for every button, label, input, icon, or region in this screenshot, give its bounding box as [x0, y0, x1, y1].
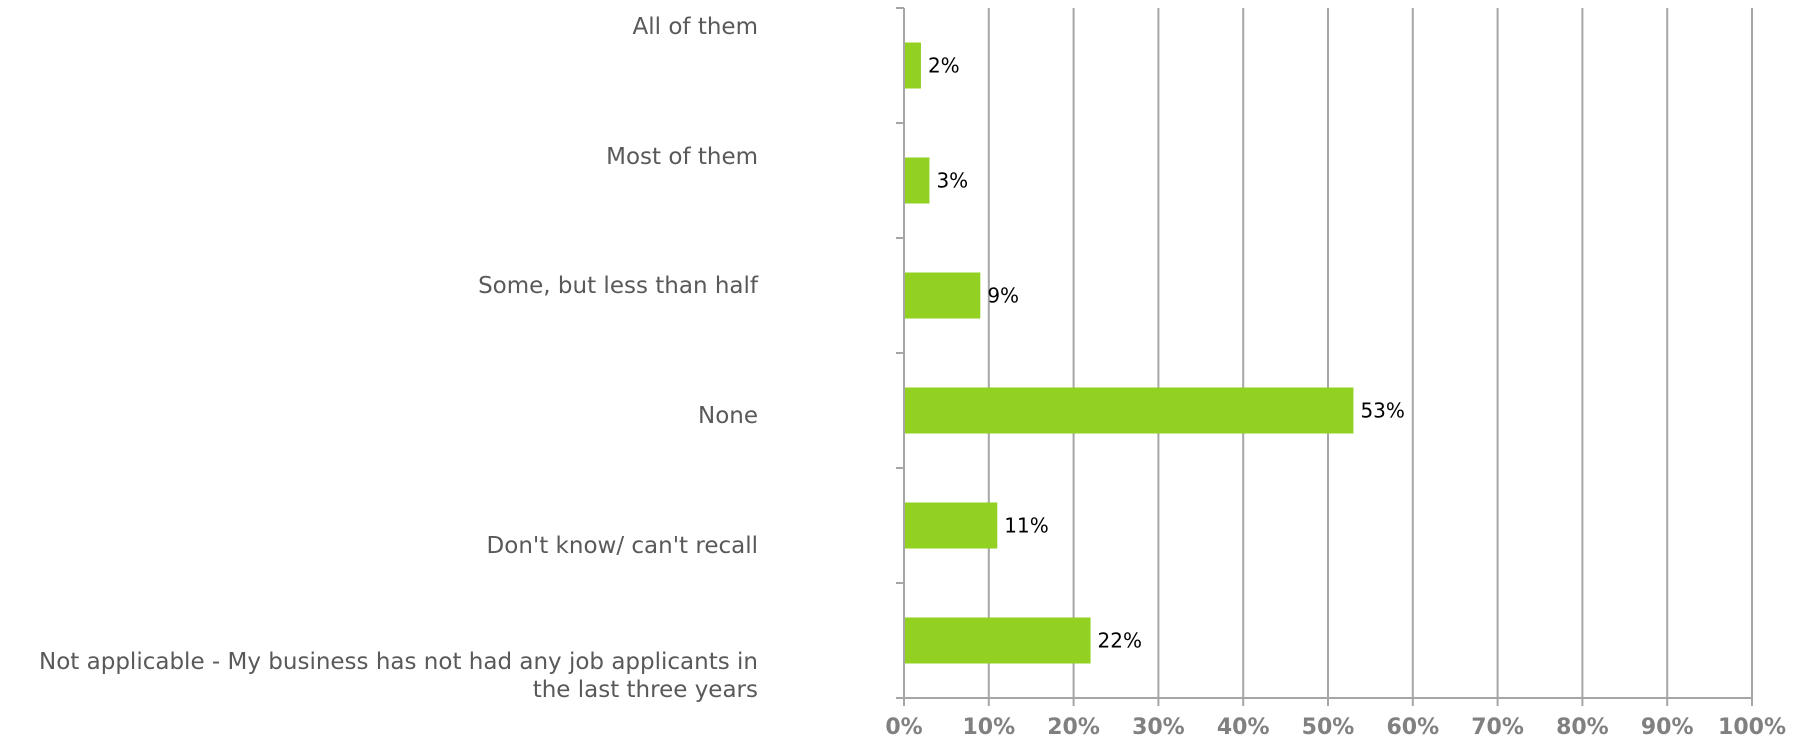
x-tick-label: 80%	[1556, 715, 1609, 740]
bar	[905, 502, 998, 549]
x-tick-label: 70%	[1471, 715, 1524, 740]
bar	[905, 272, 981, 319]
x-tick-label: 20%	[1047, 715, 1100, 740]
bar	[905, 157, 930, 204]
category-label: Not applicable - My business has not had…	[39, 649, 758, 703]
x-tick-label: 10%	[962, 715, 1015, 740]
x-tick-label: 0%	[885, 715, 922, 740]
category-label: All of them	[632, 14, 758, 40]
bar	[905, 617, 1091, 664]
category-label: Some, but less than half	[478, 273, 758, 299]
data-label: 2%	[928, 54, 960, 78]
x-tick-label: 90%	[1641, 715, 1694, 740]
data-label: 3%	[936, 169, 968, 193]
data-label: 11%	[1004, 514, 1048, 538]
data-label: 22%	[1098, 629, 1142, 653]
data-label: 53%	[1360, 399, 1404, 423]
bar	[905, 387, 1354, 434]
category-label: None	[697, 403, 758, 429]
bar	[905, 42, 921, 89]
category-label: Don't know/ can't recall	[486, 533, 758, 559]
x-tick-label: 60%	[1386, 715, 1439, 740]
x-tick-label: 30%	[1132, 715, 1185, 740]
x-tick-label: 50%	[1302, 715, 1355, 740]
x-tick-label: 100%	[1718, 715, 1786, 740]
x-tick-label: 40%	[1217, 715, 1270, 740]
category-label: Most of them	[606, 144, 758, 170]
data-label: 9%	[987, 284, 1019, 308]
